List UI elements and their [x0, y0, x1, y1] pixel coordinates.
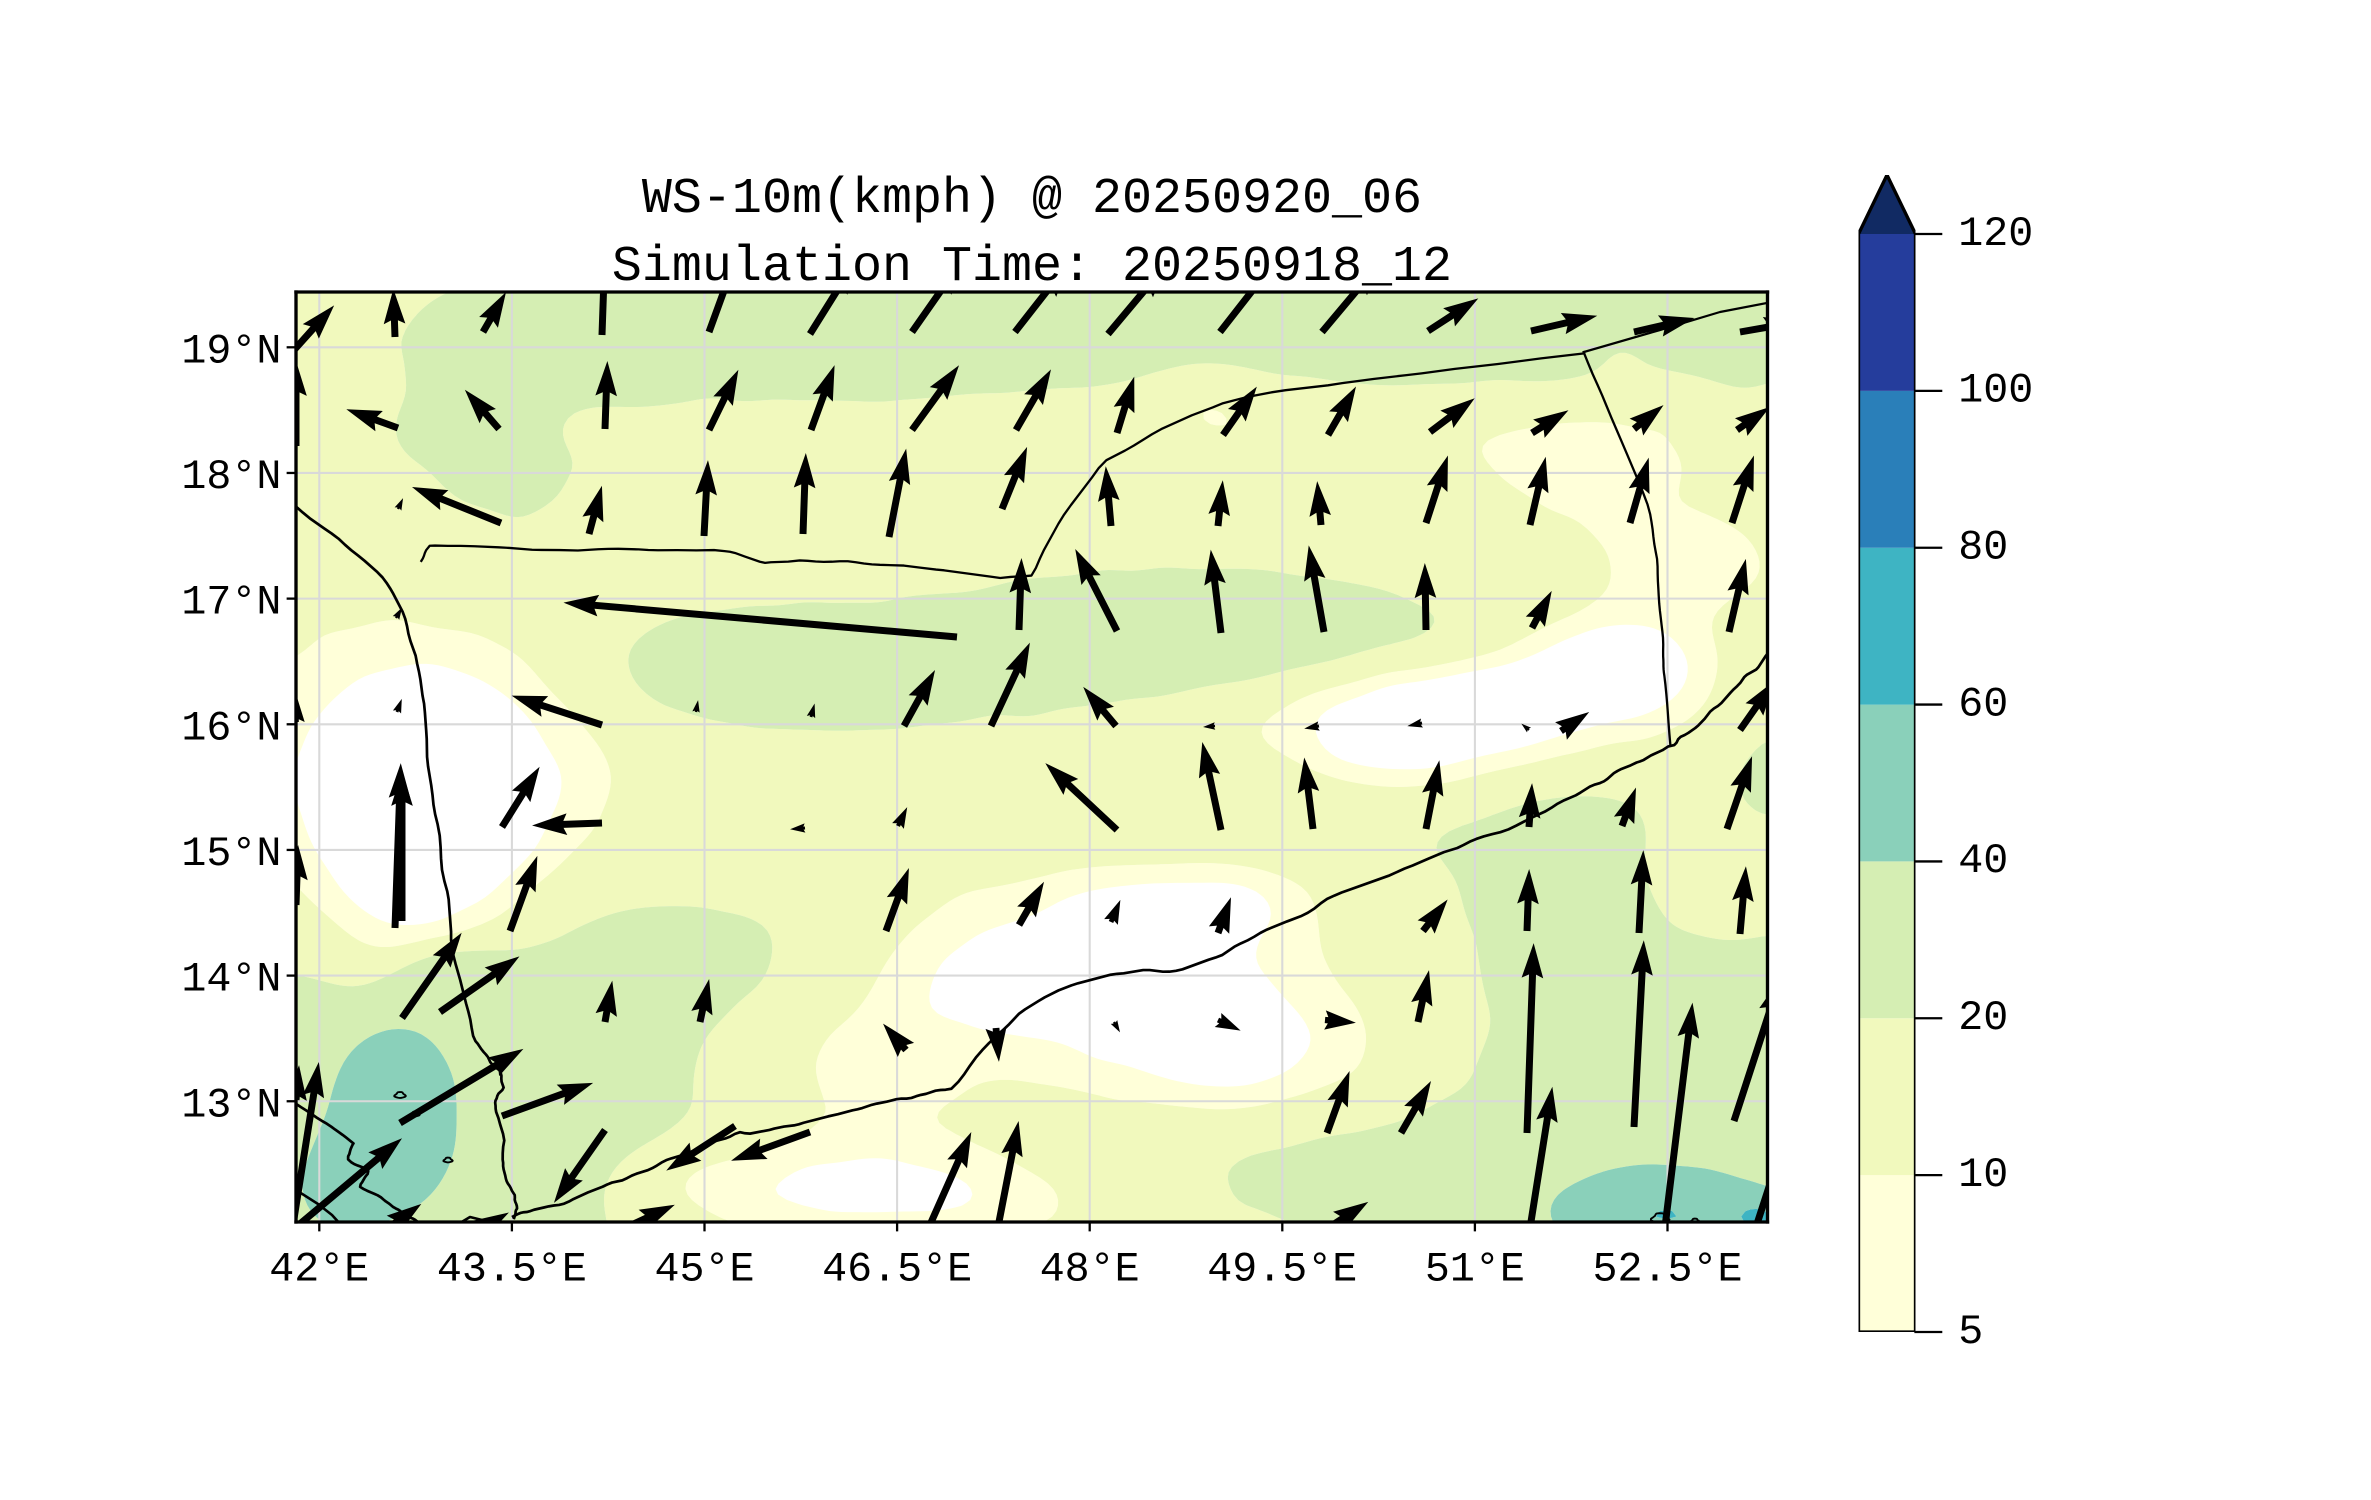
svg-text:5: 5 — [1958, 1308, 1983, 1356]
svg-text:46.5°E: 46.5°E — [822, 1245, 972, 1293]
svg-text:16°N: 16°N — [181, 704, 281, 752]
svg-text:51°E: 51°E — [1425, 1245, 1525, 1293]
svg-text:20: 20 — [1958, 994, 2008, 1042]
svg-text:100: 100 — [1958, 367, 2033, 415]
svg-text:43.5°E: 43.5°E — [437, 1245, 587, 1293]
svg-text:80: 80 — [1958, 523, 2008, 571]
svg-text:40: 40 — [1958, 837, 2008, 885]
svg-text:49.5°E: 49.5°E — [1207, 1245, 1357, 1293]
svg-text:60: 60 — [1958, 680, 2008, 728]
svg-text:48°E: 48°E — [1040, 1245, 1140, 1293]
svg-text:Simulation Time: 20250918_12: Simulation Time: 20250918_12 — [612, 239, 1452, 296]
svg-text:17°N: 17°N — [181, 579, 281, 627]
svg-text:10: 10 — [1958, 1151, 2008, 1199]
svg-text:52.5°E: 52.5°E — [1593, 1245, 1743, 1293]
svg-text:42°E: 42°E — [269, 1245, 369, 1293]
svg-text:13°N: 13°N — [181, 1081, 281, 1129]
svg-text:14°N: 14°N — [181, 956, 281, 1004]
svg-text:19°N: 19°N — [181, 327, 281, 375]
svg-text:45°E: 45°E — [655, 1245, 755, 1293]
svg-text:120: 120 — [1958, 210, 2033, 258]
svg-text:WS-10m(kmph) @ 20250920_06: WS-10m(kmph) @ 20250920_06 — [642, 171, 1422, 228]
svg-text:15°N: 15°N — [181, 830, 281, 878]
svg-text:18°N: 18°N — [181, 453, 281, 501]
